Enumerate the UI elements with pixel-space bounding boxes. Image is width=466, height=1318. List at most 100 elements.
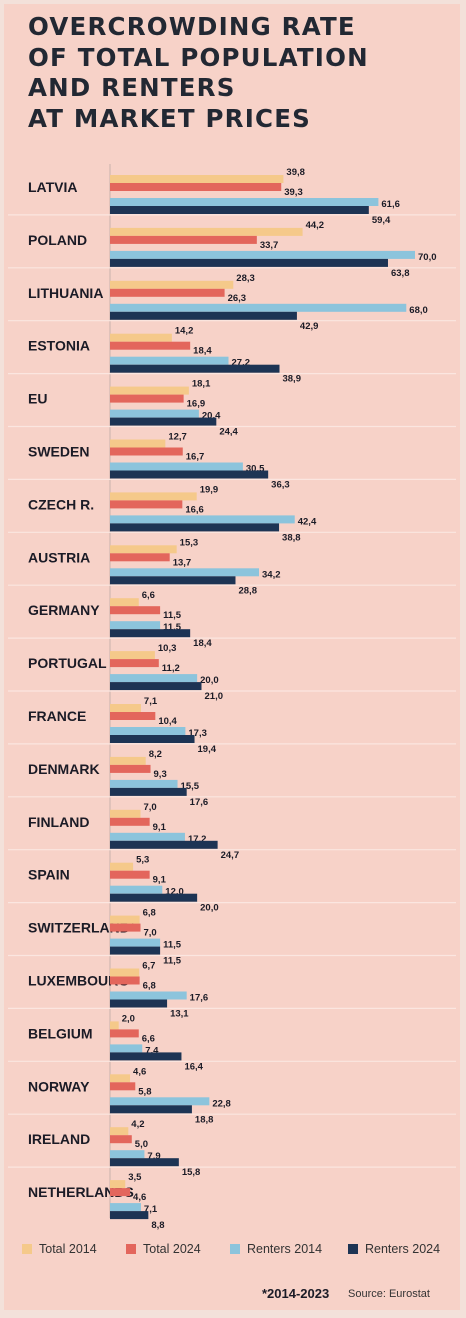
category-label-norway: NORWAY xyxy=(28,1078,90,1094)
category-label-switzerland: SWITZERLAND* xyxy=(28,920,136,936)
bar-finland-total-2024 xyxy=(110,817,150,826)
bar-france-total-2014 xyxy=(110,704,141,712)
bar-czech-r-total-2024 xyxy=(110,500,183,509)
value-label-sweden-total-2014: 12,7 xyxy=(168,432,187,443)
value-label-ireland-total-2024: 5,0 xyxy=(135,1139,148,1150)
value-label-norway-total-2014: 4,6 xyxy=(133,1066,146,1077)
value-label-estonia-total-2014: 14,2 xyxy=(175,326,194,337)
bar-latvia-total-2024 xyxy=(110,183,282,191)
bar-spain-renters-2024 xyxy=(110,893,198,902)
legend-item-total-2024: Total 2024 xyxy=(126,1242,201,1256)
bar-belgium-total-2014 xyxy=(110,1021,119,1030)
bar-poland-renters-2024 xyxy=(110,258,388,267)
value-label-czech-r-renters-2024: 38,8 xyxy=(282,532,301,543)
value-label-lithuania-total-2014: 28,3 xyxy=(236,273,255,284)
category-label-sweden: SWEDEN xyxy=(28,444,89,460)
title-line-3: AND RENTERS xyxy=(28,73,236,102)
bar-luxembourg-renters-2014 xyxy=(110,991,187,1000)
bar-estonia-total-2014 xyxy=(110,333,172,342)
value-label-netherlands-total-2024: 4,6 xyxy=(133,1192,146,1203)
bar-portugal-total-2014 xyxy=(110,651,155,660)
value-label-netherlands-total-2014: 3,5 xyxy=(128,1172,142,1183)
value-label-poland-total-2014: 44,2 xyxy=(306,220,325,231)
bar-germany-renters-2014 xyxy=(110,621,161,630)
value-label-austria-renters-2024: 28,8 xyxy=(238,585,257,596)
value-label-latvia-total-2014: 39,8 xyxy=(286,167,305,178)
bar-norway-total-2014 xyxy=(110,1074,131,1083)
value-label-germany-renters-2024: 18,4 xyxy=(193,638,212,649)
category-label-poland: POLAND xyxy=(28,232,87,248)
value-label-switzerland-renters-2014: 11,5 xyxy=(163,940,182,951)
bar-sweden-total-2014 xyxy=(110,439,166,448)
bar-luxembourg-renters-2024 xyxy=(110,999,168,1008)
category-label-lithuania: LITHUANIA xyxy=(28,285,103,301)
bar-spain-total-2024 xyxy=(110,870,150,879)
bar-austria-total-2014 xyxy=(110,545,177,554)
value-label-spain-total-2024: 9,1 xyxy=(153,875,167,886)
bar-lithuania-total-2024 xyxy=(110,288,225,297)
value-label-lithuania-renters-2014: 68,0 xyxy=(409,305,428,316)
bar-estonia-total-2024 xyxy=(110,341,191,350)
value-label-estonia-renters-2024: 38,9 xyxy=(282,374,301,385)
value-label-france-renters-2024: 19,4 xyxy=(198,744,217,755)
value-label-portugal-total-2014: 10,3 xyxy=(158,643,177,654)
category-label-netherlands: NETHERLANDS xyxy=(28,1184,134,1200)
value-label-ireland-total-2014: 4,2 xyxy=(131,1119,144,1130)
legend-swatch-renters-2014 xyxy=(230,1244,240,1254)
value-label-finland-renters-2014: 17,2 xyxy=(188,834,207,845)
value-label-denmark-total-2014: 8,2 xyxy=(149,749,162,760)
value-label-norway-renters-2014: 22,8 xyxy=(212,1098,231,1109)
title-line-4: AT MARKET PRICES xyxy=(28,103,311,133)
bar-estonia-renters-2014 xyxy=(110,356,229,365)
title-line-1: OVERCROWDING RATE xyxy=(28,12,356,41)
bar-netherlands-renters-2014 xyxy=(110,1203,141,1212)
value-label-finland-total-2014: 7,0 xyxy=(144,802,157,813)
bar-estonia-renters-2024 xyxy=(110,364,280,373)
value-label-eu-renters-2014: 20,4 xyxy=(202,411,221,422)
value-label-germany-total-2024: 11,5 xyxy=(163,610,182,621)
bar-spain-renters-2014 xyxy=(110,885,163,894)
bar-sweden-renters-2014 xyxy=(110,462,243,471)
bar-germany-renters-2024 xyxy=(110,629,191,638)
value-label-poland-renters-2014: 70,0 xyxy=(418,252,437,263)
value-label-spain-renters-2024: 20,0 xyxy=(200,903,219,914)
bar-norway-renters-2014 xyxy=(110,1097,210,1106)
bar-eu-renters-2014 xyxy=(110,409,199,418)
bar-eu-total-2024 xyxy=(110,394,184,403)
value-label-sweden-total-2024: 16,7 xyxy=(186,452,205,463)
value-label-sweden-renters-2024: 36,3 xyxy=(271,480,290,491)
category-label-luxembourg: LUXEMBOURG xyxy=(28,973,129,989)
category-label-denmark: DENMARK xyxy=(28,761,100,777)
legend-item-total-2014: Total 2014 xyxy=(22,1242,97,1256)
value-label-luxembourg-total-2024: 6,8 xyxy=(143,981,156,992)
bar-portugal-renters-2024 xyxy=(110,682,202,691)
legend-label-renters-2014: Renters 2014 xyxy=(247,1242,323,1256)
bar-latvia-renters-2014 xyxy=(110,198,379,206)
bar-finland-renters-2014 xyxy=(110,832,185,841)
value-label-luxembourg-renters-2024: 13,1 xyxy=(170,1009,189,1020)
value-label-germany-renters-2014: 11,5 xyxy=(163,622,182,633)
bar-sweden-total-2024 xyxy=(110,447,183,456)
chart-card xyxy=(4,4,460,1310)
bar-latvia-total-2014 xyxy=(110,175,284,183)
bar-lithuania-renters-2014 xyxy=(110,303,407,312)
legend-item-renters-2024: Renters 2024 xyxy=(348,1242,440,1256)
bar-belgium-renters-2024 xyxy=(110,1052,182,1061)
bar-netherlands-total-2014 xyxy=(110,1180,126,1189)
bar-germany-total-2014 xyxy=(110,598,139,607)
value-label-czech-r-total-2014: 19,9 xyxy=(200,484,219,495)
value-label-france-total-2014: 7,1 xyxy=(144,696,158,707)
legend-label-total-2024: Total 2024 xyxy=(143,1242,201,1256)
bar-portugal-total-2024 xyxy=(110,659,159,668)
value-label-finland-renters-2024: 24,7 xyxy=(221,850,240,861)
category-label-estonia: ESTONIA xyxy=(28,338,90,354)
bar-belgium-total-2024 xyxy=(110,1029,139,1038)
value-label-netherlands-renters-2014: 7,1 xyxy=(144,1204,158,1215)
bar-ireland-renters-2014 xyxy=(110,1150,145,1159)
bar-ireland-total-2014 xyxy=(110,1127,129,1136)
category-label-finland: FINLAND xyxy=(28,814,89,830)
bar-finland-renters-2024 xyxy=(110,840,218,849)
category-label-belgium: BELGIUM xyxy=(28,1025,93,1041)
bar-switzerland-total-2014 xyxy=(110,915,140,924)
